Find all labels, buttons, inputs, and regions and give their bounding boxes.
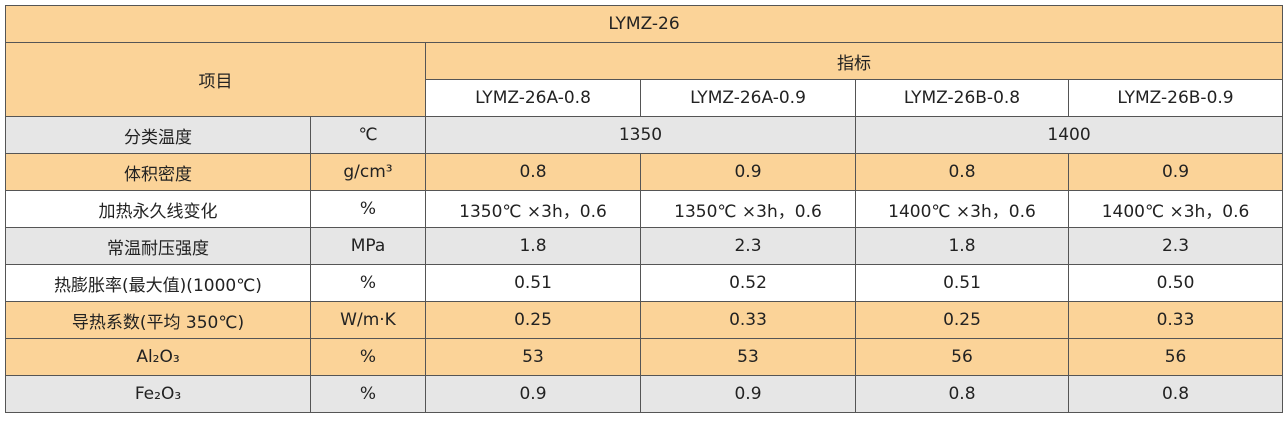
value-cell: 1.8 [855, 227, 1069, 265]
value-cell: 0.9 [640, 153, 856, 191]
data-row: 分类温度 ℃ 1350 1400 [5, 116, 1284, 154]
value-cell: 0.51 [425, 264, 641, 302]
value-cell: 0.50 [1067, 264, 1284, 302]
indicator-header: 指标 [424, 42, 1284, 80]
table-body: LYMZ-26 项目 指标 LYMZ-26A-0.8 LYMZ-26A-0.9 LY… [4, 5, 1284, 413]
property-name: 加热永久线变化 [5, 190, 311, 228]
value-cell: 0.51 [855, 264, 1069, 302]
value-cell: 0.8 [855, 153, 1069, 191]
value-cell: 2.3 [640, 227, 856, 265]
unit: g/cm³ [310, 153, 426, 191]
value-cell: 0.25 [855, 301, 1069, 339]
value-cell: 1350℃ ×3h，0.6 [425, 190, 641, 228]
property-name: Fe₂O₃ [5, 375, 311, 413]
header-row: 项目 指标 [5, 42, 1284, 117]
property-name: 体积密度 [5, 153, 311, 191]
value-cell: 0.9 [425, 375, 641, 413]
data-row: 常温耐压强度 MPa 1.8 2.3 1.8 2.3 [5, 227, 1284, 265]
value-cell: 1350 [425, 116, 856, 154]
unit: % [310, 190, 426, 228]
data-row: 体积密度 g/cm³ 0.8 0.9 0.8 0.9 [5, 153, 1284, 191]
spec-table: LYMZ-26 项目 指标 LYMZ-26A-0.8 LYMZ-26A-0.9 LY… [4, 5, 1284, 413]
value-cell: 1350℃ ×3h，0.6 [640, 190, 856, 228]
value-cell: 56 [855, 338, 1069, 376]
unit: ℃ [310, 116, 426, 154]
data-row: Fe₂O₃% 0.9 0.9 0.8 0.8 [5, 375, 1284, 413]
grade-row: LYMZ-26A-0.8 LYMZ-26A-0.9 LYMZ-26B-0.8 LYMZ… [5, 79, 1284, 117]
value-cell: 1400℃ ×3h，0.6 [855, 190, 1069, 228]
unit: MPa [310, 227, 426, 265]
value-cell: 1400℃ ×3h，0.6 [1067, 190, 1284, 228]
property-name: 导热系数(平均 350℃) [5, 301, 311, 339]
property-name: Al₂O₃ [5, 338, 311, 376]
title-row: LYMZ-26 [4, 5, 1284, 43]
property-name: 常温耐压强度 [5, 227, 311, 265]
value-cell: 0.8 [1067, 375, 1284, 413]
grade-header: LYMZ-26A-0.8 [425, 79, 641, 117]
data-row: 热膨胀率(最大值)(1000℃)% 0.51 0.52 0.51 0.50 [5, 264, 1284, 302]
unit: % [310, 264, 426, 302]
item-header: 项目 [5, 42, 426, 117]
table-title: LYMZ-26 [4, 5, 1284, 43]
grade-header: LYMZ-26B-0.9 [1067, 79, 1284, 117]
value-cell: 56 [1067, 338, 1284, 376]
unit: % [310, 375, 426, 413]
value-cell: 0.33 [640, 301, 856, 339]
value-cell: 0.25 [425, 301, 641, 339]
value-cell: 53 [425, 338, 641, 376]
value-cell: 2.3 [1067, 227, 1284, 265]
value-cell: 0.52 [640, 264, 856, 302]
value-cell: 0.8 [425, 153, 641, 191]
value-cell: 0.8 [855, 375, 1069, 413]
value-cell: 1400 [854, 116, 1284, 154]
value-cell: 0.9 [640, 375, 856, 413]
value-cell: 1.8 [425, 227, 641, 265]
unit: W/m·K [310, 301, 426, 339]
unit: % [310, 338, 426, 376]
data-row: Al₂O₃% 53 53 56 56 [5, 338, 1284, 376]
grade-header: LYMZ-26A-0.9 [640, 79, 856, 117]
data-row: 加热永久线变化% 1350℃ ×3h，0.6 1350℃ ×3h，0.6 1400℃ … [5, 190, 1284, 228]
data-row: 导热系数(平均 350℃) W/m·K 0.25 0.33 0.25 0.33 [5, 301, 1284, 339]
property-name: 分类温度 [5, 116, 311, 154]
property-name: 热膨胀率(最大值)(1000℃) [5, 264, 311, 302]
value-cell: 53 [640, 338, 856, 376]
value-cell: 0.9 [1067, 153, 1284, 191]
value-cell: 0.33 [1067, 301, 1284, 339]
grade-header: LYMZ-26B-0.8 [855, 79, 1069, 117]
